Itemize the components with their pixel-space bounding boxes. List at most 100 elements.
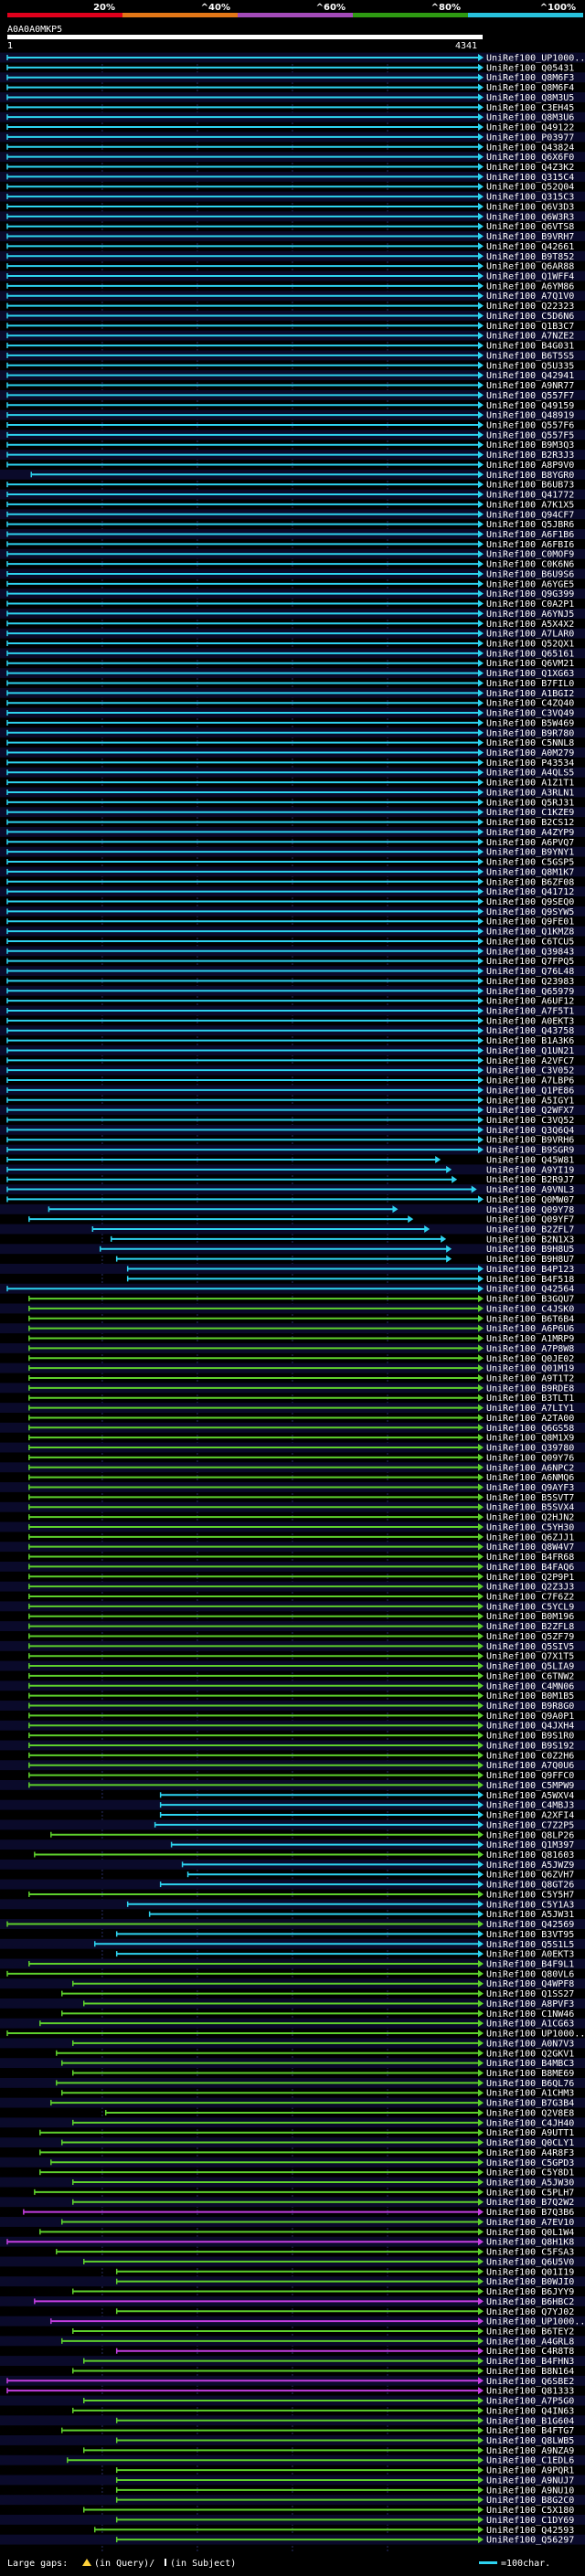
- hit-label[interactable]: UniRef100_B4FR68: [486, 1553, 574, 1563]
- hit-label[interactable]: UniRef100_B4MBC3: [486, 2059, 574, 2069]
- hit-label[interactable]: UniRef100_B3VT95: [486, 1930, 574, 1940]
- hit-label[interactable]: UniRef100_Q4JXH4: [486, 1722, 574, 1732]
- hit-label[interactable]: UniRef100_Q09Y76: [486, 1453, 574, 1463]
- hit-label[interactable]: UniRef100_B9S192: [486, 1741, 574, 1751]
- hit-label[interactable]: UniRef100_C4ZQ40: [486, 699, 574, 709]
- hit-label[interactable]: UniRef100_C5NNL8: [486, 738, 574, 748]
- hit-label[interactable]: UniRef100_A0N7V3: [486, 2039, 574, 2049]
- hit-label[interactable]: UniRef100_Q42569: [486, 1920, 574, 1930]
- hit-label[interactable]: UniRef100_B2CS12: [486, 818, 574, 828]
- hit-label[interactable]: UniRef100_Q9AYF3: [486, 1483, 574, 1493]
- hit-label[interactable]: UniRef100_A6PVQ7: [486, 838, 574, 848]
- hit-label[interactable]: UniRef100_A6NPC2: [486, 1463, 574, 1473]
- hit-label[interactable]: UniRef100_Q1UN21: [486, 1046, 574, 1056]
- hit-label[interactable]: UniRef100_B1A3K6: [486, 1036, 574, 1046]
- hit-label[interactable]: UniRef100_B0WJI0: [486, 2277, 574, 2287]
- hit-label[interactable]: UniRef100_Q4IN63: [486, 2406, 574, 2416]
- hit-label[interactable]: UniRef100_B6QL76: [486, 2079, 574, 2089]
- hit-label[interactable]: UniRef100_C5Y5H7: [486, 1890, 574, 1900]
- hit-label[interactable]: UniRef100_Q6X6F0: [486, 153, 574, 163]
- hit-label[interactable]: UniRef100_B7Q3B6: [486, 2208, 574, 2218]
- hit-label[interactable]: UniRef100_Q52Q04: [486, 183, 574, 193]
- hit-label[interactable]: UniRef100_C5X180: [486, 2506, 574, 2516]
- hit-label[interactable]: UniRef100_B7Q2W2: [486, 2198, 574, 2208]
- hit-label[interactable]: UniRef100_C5YCL9: [486, 1602, 574, 1612]
- hit-label[interactable]: UniRef100_B9H8U5: [486, 1245, 574, 1255]
- hit-label[interactable]: UniRef100_P03977: [486, 133, 574, 143]
- hit-label[interactable]: UniRef100_C0Z2H6: [486, 1751, 574, 1761]
- hit-label[interactable]: UniRef100_Q01I19: [486, 2267, 574, 2277]
- hit-label[interactable]: UniRef100_Q9SYW5: [486, 907, 574, 917]
- hit-label[interactable]: UniRef100_A9NR77: [486, 381, 574, 391]
- hit-label[interactable]: UniRef100_B6T5S5: [486, 351, 574, 361]
- hit-label[interactable]: UniRef100_Q8LWB5: [486, 2436, 574, 2446]
- hit-label[interactable]: UniRef100_Q80VL6: [486, 1969, 574, 1979]
- hit-label[interactable]: UniRef100_C0MOF9: [486, 550, 574, 560]
- hit-label[interactable]: UniRef100_B6ZF08: [486, 877, 574, 887]
- hit-label[interactable]: UniRef100_Q76L48: [486, 967, 574, 977]
- hit-label[interactable]: UniRef100_B6U9S6: [486, 569, 574, 579]
- hit-label[interactable]: UniRef100_Q5S1L5: [486, 1940, 574, 1950]
- hit-label[interactable]: UniRef100_A9UTT1: [486, 2128, 574, 2138]
- hit-label[interactable]: UniRef100_B4FAQ6: [486, 1563, 574, 1573]
- hit-label[interactable]: UniRef100_Q39843: [486, 947, 574, 957]
- hit-label[interactable]: UniRef100_B7G3B4: [486, 2099, 574, 2109]
- hit-label[interactable]: UniRef100_Q8GT26: [486, 1881, 574, 1891]
- hit-label[interactable]: UniRef100_Q315C3: [486, 193, 574, 203]
- hit-label[interactable]: UniRef100_Q7X1T5: [486, 1652, 574, 1662]
- hit-label[interactable]: UniRef100_A7NZE2: [486, 332, 574, 342]
- hit-label[interactable]: UniRef100_B9RDE8: [486, 1383, 574, 1394]
- hit-label[interactable]: UniRef100_Q9G399: [486, 589, 574, 599]
- hit-label[interactable]: UniRef100_Q42564: [486, 1285, 574, 1295]
- hit-label[interactable]: UniRef100_B9SGR9: [486, 1146, 574, 1156]
- hit-label[interactable]: UniRef100_A9NU10: [486, 2486, 574, 2496]
- hit-label[interactable]: UniRef100_A1Z1T1: [486, 779, 574, 789]
- hit-label[interactable]: UniRef100_C4JH40: [486, 2118, 574, 2128]
- hit-label[interactable]: UniRef100_UP1000...: [486, 2317, 585, 2327]
- hit-label[interactable]: UniRef100_A1CHM3: [486, 2089, 574, 2099]
- hit-label[interactable]: UniRef100_C5Y1A3: [486, 1900, 574, 1910]
- hit-label[interactable]: UniRef100_B8YGR0: [486, 471, 574, 481]
- hit-label[interactable]: UniRef100_Q41712: [486, 887, 574, 897]
- hit-label[interactable]: UniRef100_B0M196: [486, 1612, 574, 1622]
- hit-label[interactable]: UniRef100_B6HBC2: [486, 2297, 574, 2307]
- hit-label[interactable]: UniRef100_C4MBJ3: [486, 1801, 574, 1811]
- hit-label[interactable]: UniRef100_Q3Q6Q4: [486, 1126, 574, 1136]
- hit-label[interactable]: UniRef100_C5PLH7: [486, 2188, 574, 2198]
- hit-label[interactable]: UniRef100_C1EDL6: [486, 2456, 574, 2466]
- hit-label[interactable]: UniRef100_Q8M1X9: [486, 1434, 574, 1444]
- hit-label[interactable]: UniRef100_C6TNW2: [486, 1671, 574, 1681]
- hit-label[interactable]: UniRef100_Q2P9P1: [486, 1573, 574, 1583]
- hit-label[interactable]: UniRef100_A0EKT3: [486, 1950, 574, 1960]
- hit-label[interactable]: UniRef100_Q315C4: [486, 173, 574, 183]
- hit-label[interactable]: UniRef100_C0A2P1: [486, 599, 574, 610]
- hit-label[interactable]: UniRef100_A5JW31: [486, 1910, 574, 1920]
- hit-label[interactable]: UniRef100_A9T1T2: [486, 1373, 574, 1383]
- hit-label[interactable]: UniRef100_Q49159: [486, 401, 574, 411]
- hit-label[interactable]: UniRef100_B5W469: [486, 718, 574, 728]
- hit-label[interactable]: UniRef100_A6P6U6: [486, 1324, 574, 1334]
- hit-label[interactable]: UniRef100_Q1PE86: [486, 1086, 574, 1096]
- hit-label[interactable]: UniRef100_UP1000...: [486, 54, 585, 64]
- hit-label[interactable]: UniRef100_Q56297: [486, 2536, 574, 2546]
- hit-label[interactable]: UniRef100_Q45W81: [486, 1155, 574, 1165]
- hit-label[interactable]: UniRef100_Q1XG63: [486, 669, 574, 679]
- hit-label[interactable]: UniRef100_A1MRP9: [486, 1334, 574, 1344]
- hit-label[interactable]: UniRef100_Q2WFX7: [486, 1106, 574, 1116]
- hit-label[interactable]: UniRef100_B1G604: [486, 2416, 574, 2426]
- hit-label[interactable]: UniRef100_A1CG63: [486, 2019, 574, 2030]
- hit-label[interactable]: UniRef100_C5GPD3: [486, 2158, 574, 2168]
- hit-label[interactable]: UniRef100_B4F9L1: [486, 1959, 574, 1969]
- hit-label[interactable]: UniRef100_Q41772: [486, 491, 574, 501]
- hit-label[interactable]: UniRef100_Q1KMZ8: [486, 928, 574, 938]
- hit-label[interactable]: UniRef100_B3TLT1: [486, 1394, 574, 1404]
- hit-label[interactable]: UniRef100_C1DY69: [486, 2516, 574, 2526]
- hit-label[interactable]: UniRef100_A4GRL8: [486, 2337, 574, 2347]
- hit-label[interactable]: UniRef100_A7LBP6: [486, 1076, 574, 1087]
- hit-label[interactable]: UniRef100_Q6ZJJ1: [486, 1532, 574, 1542]
- hit-label[interactable]: UniRef100_B5SVT7: [486, 1493, 574, 1503]
- hit-label[interactable]: UniRef100_Q9FFC0: [486, 1771, 574, 1781]
- hit-label[interactable]: UniRef100_Q5RJ31: [486, 798, 574, 808]
- hit-label[interactable]: UniRef100_UP1000...: [486, 2030, 585, 2040]
- hit-label[interactable]: UniRef100_A6YNJ5: [486, 610, 574, 620]
